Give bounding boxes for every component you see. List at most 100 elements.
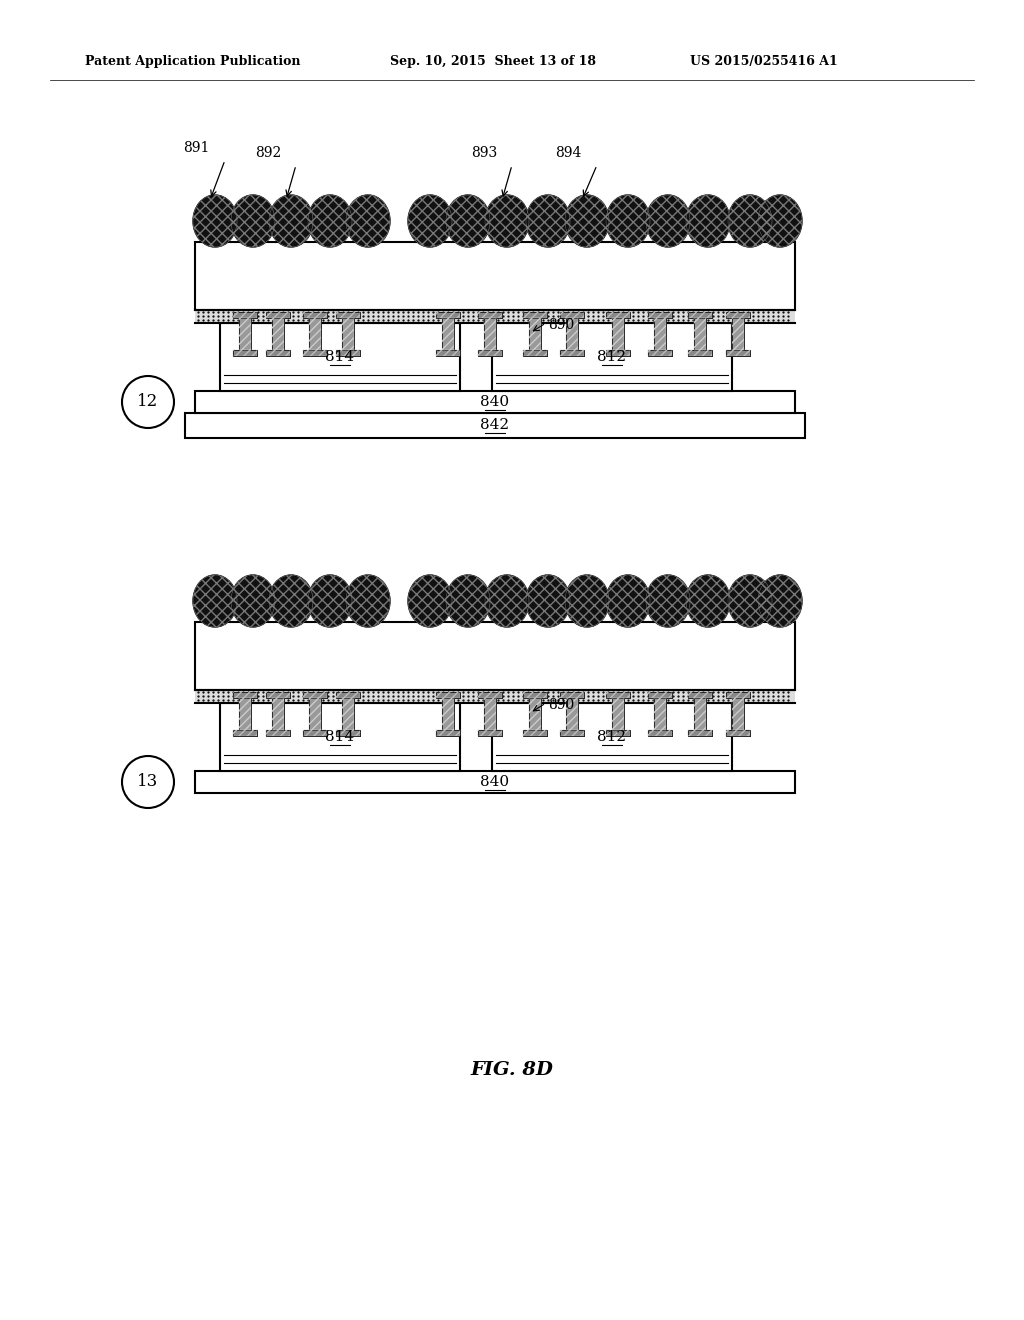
Bar <box>303 730 327 737</box>
Bar <box>726 312 750 318</box>
Ellipse shape <box>408 576 452 627</box>
Bar <box>523 312 547 318</box>
Bar <box>342 698 354 730</box>
Ellipse shape <box>346 576 390 627</box>
Bar <box>529 698 541 730</box>
Bar <box>726 692 750 698</box>
Bar <box>694 698 706 730</box>
Bar <box>303 350 327 356</box>
Bar <box>648 692 672 698</box>
Bar <box>648 730 672 737</box>
Bar <box>272 318 284 350</box>
Bar <box>478 730 502 737</box>
Bar <box>560 312 584 318</box>
Bar <box>272 698 284 730</box>
Ellipse shape <box>485 576 529 627</box>
Bar <box>478 730 502 737</box>
Text: 842: 842 <box>480 418 510 432</box>
Bar <box>220 704 460 771</box>
Bar <box>336 692 359 698</box>
Bar <box>566 698 578 730</box>
Bar <box>303 692 327 698</box>
Bar <box>560 692 584 698</box>
Bar <box>336 692 359 698</box>
Text: 814: 814 <box>326 730 354 744</box>
Ellipse shape <box>646 195 690 247</box>
Bar <box>688 312 712 318</box>
Bar <box>732 318 743 350</box>
Bar <box>478 350 502 356</box>
Bar <box>266 692 290 698</box>
Bar <box>266 692 290 698</box>
Bar <box>442 318 454 350</box>
Bar <box>688 692 712 698</box>
Bar <box>612 318 624 350</box>
Bar <box>566 318 578 350</box>
Bar <box>436 350 460 356</box>
Bar <box>342 318 354 350</box>
Bar <box>233 692 257 698</box>
Bar <box>309 318 321 350</box>
Bar <box>529 318 541 350</box>
Bar <box>726 312 750 318</box>
Bar <box>694 318 706 350</box>
Ellipse shape <box>758 195 802 247</box>
Bar <box>726 350 750 356</box>
Bar <box>240 698 251 730</box>
Text: Sep. 10, 2015  Sheet 13 of 18: Sep. 10, 2015 Sheet 13 of 18 <box>390 55 596 69</box>
Bar <box>726 730 750 737</box>
Bar <box>478 312 502 318</box>
Ellipse shape <box>193 576 237 627</box>
Bar <box>726 730 750 737</box>
Ellipse shape <box>565 576 609 627</box>
Ellipse shape <box>728 195 772 247</box>
Bar <box>195 310 795 323</box>
Bar <box>612 698 624 730</box>
Bar <box>523 312 547 318</box>
Bar <box>606 730 630 737</box>
Bar <box>523 730 547 737</box>
Bar <box>648 692 672 698</box>
Bar <box>648 312 672 318</box>
Bar <box>606 312 630 318</box>
Text: US 2015/0255416 A1: US 2015/0255416 A1 <box>690 55 838 69</box>
Bar <box>240 318 251 350</box>
Text: 890: 890 <box>548 698 574 711</box>
Bar <box>342 318 354 350</box>
Text: 890: 890 <box>548 318 574 333</box>
Ellipse shape <box>269 195 313 247</box>
Bar <box>688 730 712 737</box>
Ellipse shape <box>308 195 352 247</box>
Ellipse shape <box>408 195 452 247</box>
Text: 891: 891 <box>183 141 210 154</box>
Text: 812: 812 <box>597 350 627 364</box>
Ellipse shape <box>686 576 730 627</box>
Bar <box>732 698 743 730</box>
Bar <box>220 323 460 391</box>
Bar <box>688 692 712 698</box>
Bar <box>648 730 672 737</box>
Bar <box>266 730 290 737</box>
Bar <box>732 318 743 350</box>
Bar <box>560 730 584 737</box>
Bar <box>233 692 257 698</box>
Ellipse shape <box>446 576 490 627</box>
Bar <box>436 730 460 737</box>
Bar <box>195 622 795 690</box>
Text: 892: 892 <box>255 147 281 160</box>
Bar <box>732 698 743 730</box>
Bar <box>336 350 359 356</box>
Bar <box>648 350 672 356</box>
Text: 13: 13 <box>137 774 159 791</box>
Bar <box>336 350 359 356</box>
Bar <box>560 350 584 356</box>
Ellipse shape <box>686 195 730 247</box>
Bar <box>303 692 327 698</box>
Bar <box>303 312 327 318</box>
Bar <box>654 698 666 730</box>
Ellipse shape <box>231 195 275 247</box>
Ellipse shape <box>565 195 609 247</box>
Bar <box>688 350 712 356</box>
Bar <box>694 698 706 730</box>
Bar <box>478 312 502 318</box>
